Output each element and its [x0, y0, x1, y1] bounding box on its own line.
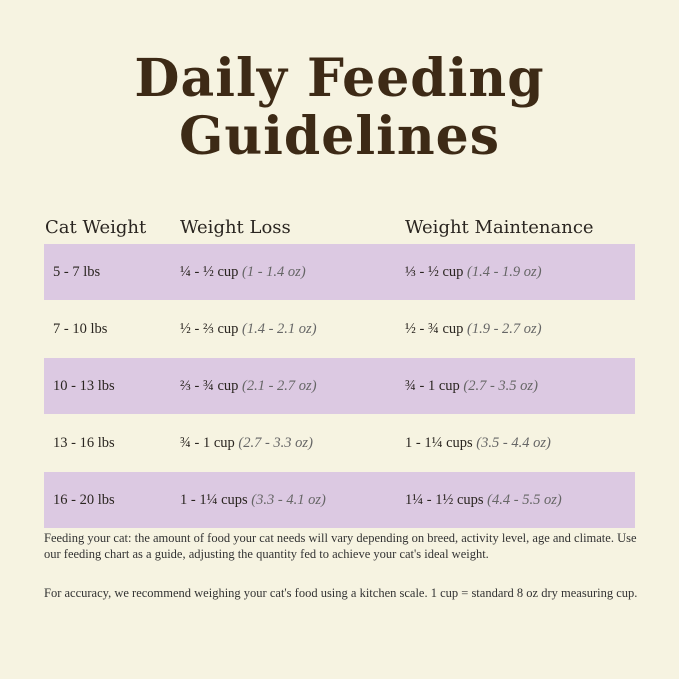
- note-feeding: Feeding your cat: the amount of food you…: [44, 531, 637, 561]
- loss-oz: (1 - 1.4 oz): [242, 264, 306, 280]
- cell-weight: 7 - 10 lbs: [53, 321, 108, 337]
- header-weight-loss: Weight Loss: [180, 217, 291, 238]
- table-row: 13 - 16 lbs ¾ - 1 cup (2.7 - 3.3 oz) 1 - 1…: [44, 415, 635, 471]
- loss-cups: ⅔ - ¾ cup: [180, 378, 239, 394]
- maint-cups: ⅓ - ½ cup: [405, 264, 464, 280]
- header-cat-weight: Cat Weight: [45, 217, 147, 238]
- cell-weight-maintenance: ¾ - 1 cup (2.7 - 3.5 oz): [405, 378, 538, 395]
- loss-oz: (3.3 - 4.1 oz): [251, 492, 326, 508]
- cell-weight-maintenance: ⅓ - ½ cup (1.4 - 1.9 oz): [405, 264, 542, 281]
- cell-weight: 16 - 20 lbs: [53, 492, 115, 508]
- page-title: Daily Feeding Guidelines: [0, 50, 679, 166]
- table-row: 5 - 7 lbs ¼ - ½ cup (1 - 1.4 oz) ⅓ - ½ cup…: [44, 244, 635, 300]
- cell-weight-loss: 1 - 1¼ cups (3.3 - 4.1 oz): [180, 492, 326, 509]
- maint-cups: 1 - 1¼ cups: [405, 435, 473, 451]
- cell-weight-loss: ½ - ⅔ cup (1.4 - 2.1 oz): [180, 321, 317, 338]
- loss-cups: ¼ - ½ cup: [180, 264, 239, 280]
- cell-weight: 5 - 7 lbs: [53, 264, 101, 280]
- table-row: 16 - 20 lbs 1 - 1¼ cups (3.3 - 4.1 oz) 1¼ …: [44, 472, 635, 528]
- loss-cups: 1 - 1¼ cups: [180, 492, 248, 508]
- loss-cups: ½ - ⅔ cup: [180, 321, 239, 337]
- table-row: 10 - 13 lbs ⅔ - ¾ cup (2.1 - 2.7 oz) ¾ - 1…: [44, 358, 635, 414]
- maint-oz: (3.5 - 4.4 oz): [476, 435, 551, 451]
- header-weight-maintenance: Weight Maintenance: [405, 217, 594, 238]
- cell-weight-loss: ¼ - ½ cup (1 - 1.4 oz): [180, 264, 306, 281]
- title-line-2: Guidelines: [178, 106, 501, 167]
- maint-oz: (1.4 - 1.9 oz): [467, 264, 542, 280]
- note-accuracy: For accuracy, we recommend weighing your…: [44, 586, 638, 600]
- loss-cups: ¾ - 1 cup: [180, 435, 235, 451]
- cell-weight-maintenance: 1¼ - 1½ cups (4.4 - 5.5 oz): [405, 492, 562, 509]
- maint-oz: (4.4 - 5.5 oz): [487, 492, 562, 508]
- maint-oz: (2.7 - 3.5 oz): [463, 378, 538, 394]
- title-line-1: Daily Feeding: [134, 48, 545, 109]
- loss-oz: (2.7 - 3.3 oz): [238, 435, 313, 451]
- cell-weight-loss: ⅔ - ¾ cup (2.1 - 2.7 oz): [180, 378, 317, 395]
- maint-cups: 1¼ - 1½ cups: [405, 492, 484, 508]
- maint-cups: ½ - ¾ cup: [405, 321, 464, 337]
- loss-oz: (2.1 - 2.7 oz): [242, 378, 317, 394]
- cell-weight-loss: ¾ - 1 cup (2.7 - 3.3 oz): [180, 435, 313, 452]
- cell-weight: 10 - 13 lbs: [53, 378, 115, 394]
- cell-weight-maintenance: 1 - 1¼ cups (3.5 - 4.4 oz): [405, 435, 551, 452]
- loss-oz: (1.4 - 2.1 oz): [242, 321, 317, 337]
- table-row: 7 - 10 lbs ½ - ⅔ cup (1.4 - 2.1 oz) ½ - ¾ …: [44, 301, 635, 357]
- cell-weight: 13 - 16 lbs: [53, 435, 115, 451]
- cell-weight-maintenance: ½ - ¾ cup (1.9 - 2.7 oz): [405, 321, 542, 338]
- maint-cups: ¾ - 1 cup: [405, 378, 460, 394]
- maint-oz: (1.9 - 2.7 oz): [467, 321, 542, 337]
